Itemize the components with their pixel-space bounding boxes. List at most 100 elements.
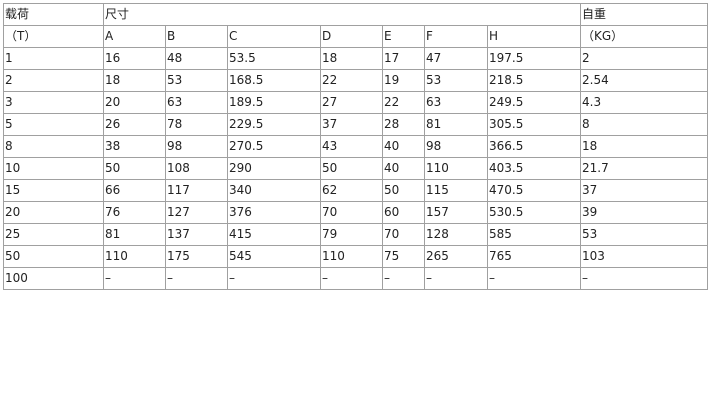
- table-cell: 18: [320, 47, 383, 70]
- table-cell: –: [320, 267, 383, 290]
- table-cell: 19: [382, 69, 425, 92]
- table-cell: 76: [103, 201, 166, 224]
- table-cell: –: [165, 267, 228, 290]
- table-cell: 25: [3, 223, 104, 246]
- table-cell: 50: [320, 157, 383, 180]
- table-cell: 20: [103, 91, 166, 114]
- table-cell: 70: [320, 201, 383, 224]
- table-cell: 81: [424, 113, 488, 136]
- table-cell: 249.5: [487, 91, 581, 114]
- table-cell: 470.5: [487, 179, 581, 202]
- header-row: 载荷 尺寸 自重: [3, 3, 708, 26]
- table-cell: 8: [580, 113, 708, 136]
- table-cell: 290: [227, 157, 321, 180]
- table-cell: 218.5: [487, 69, 581, 92]
- table-cell: 63: [424, 91, 488, 114]
- table-cell: 305.5: [487, 113, 581, 136]
- table-cell: 765: [487, 245, 581, 268]
- table-cell: 40: [382, 157, 425, 180]
- header-load: 载荷: [3, 3, 104, 26]
- subheader-row: （T） A B C D E F H （KG）: [3, 25, 708, 48]
- table-cell: 81: [103, 223, 166, 246]
- table-cell: 8: [3, 135, 104, 158]
- table-cell: 26: [103, 113, 166, 136]
- table-cell: 70: [382, 223, 425, 246]
- table-cell: 2: [3, 69, 104, 92]
- table-cell: 127: [165, 201, 228, 224]
- table-cell: 137: [165, 223, 228, 246]
- table-cell: 37: [320, 113, 383, 136]
- table-cell: 16: [103, 47, 166, 70]
- table-cell: –: [424, 267, 488, 290]
- table-cell: –: [487, 267, 581, 290]
- table-cell: 60: [382, 201, 425, 224]
- table-cell: 415: [227, 223, 321, 246]
- table-cell: 110: [424, 157, 488, 180]
- table-cell: 229.5: [227, 113, 321, 136]
- table-row: 2 18 53 168.5 22 19 53 218.5 2.54: [3, 69, 708, 92]
- table-cell: 50: [382, 179, 425, 202]
- table-row: 5 26 78 229.5 37 28 81 305.5 8: [3, 113, 708, 136]
- table-cell: 18: [103, 69, 166, 92]
- table-cell: –: [580, 267, 708, 290]
- table-cell: 38: [103, 135, 166, 158]
- table-cell: 10: [3, 157, 104, 180]
- table-cell: 50: [3, 245, 104, 268]
- table-cell: 62: [320, 179, 383, 202]
- column-header: （KG）: [580, 25, 708, 48]
- table-cell: 98: [165, 135, 228, 158]
- table-row: 20 76 127 376 70 60 157 530.5 39: [3, 201, 708, 224]
- table-row: 10 50 108 290 50 40 110 403.5 21.7: [3, 157, 708, 180]
- table-cell: 43: [320, 135, 383, 158]
- table-row: 1 16 48 53.5 18 17 47 197.5 2: [3, 47, 708, 70]
- table-cell: 100: [3, 267, 104, 290]
- table-cell: 39: [580, 201, 708, 224]
- table-cell: 376: [227, 201, 321, 224]
- column-header: F: [424, 25, 488, 48]
- table-cell: 53: [424, 69, 488, 92]
- table-row: 15 66 117 340 62 50 115 470.5 37: [3, 179, 708, 202]
- table-cell: –: [103, 267, 166, 290]
- table-cell: 128: [424, 223, 488, 246]
- table-cell: 2.54: [580, 69, 708, 92]
- table-cell: 27: [320, 91, 383, 114]
- table-cell: 197.5: [487, 47, 581, 70]
- specification-table: 载荷 尺寸 自重 （T） A B C D E F H （KG） 1 16 48 53.5 18 17 47 1…: [3, 3, 708, 290]
- table-cell: 585: [487, 223, 581, 246]
- table-row: 8 38 98 270.5 43 40 98 366.5 18: [3, 135, 708, 158]
- table-cell: 340: [227, 179, 321, 202]
- table-row: 25 81 137 415 79 70 128 585 53: [3, 223, 708, 246]
- table-cell: 1: [3, 47, 104, 70]
- table-cell: 5: [3, 113, 104, 136]
- table-cell: 66: [103, 179, 166, 202]
- table-cell: 28: [382, 113, 425, 136]
- table-cell: 117: [165, 179, 228, 202]
- table-cell: 40: [382, 135, 425, 158]
- table-cell: 98: [424, 135, 488, 158]
- table-row: 50 110 175 545 110 75 265 765 103: [3, 245, 708, 268]
- table-cell: 110: [103, 245, 166, 268]
- table-cell: 403.5: [487, 157, 581, 180]
- table-cell: 78: [165, 113, 228, 136]
- table-cell: 63: [165, 91, 228, 114]
- header-dimensions: 尺寸: [103, 3, 581, 26]
- table-cell: 79: [320, 223, 383, 246]
- table-cell: 110: [320, 245, 383, 268]
- table-cell: –: [382, 267, 425, 290]
- table-cell: 168.5: [227, 69, 321, 92]
- table-cell: 53: [580, 223, 708, 246]
- column-header: H: [487, 25, 581, 48]
- column-header: C: [227, 25, 321, 48]
- table-cell: 37: [580, 179, 708, 202]
- table-cell: 530.5: [487, 201, 581, 224]
- table-cell: 48: [165, 47, 228, 70]
- table-cell: 270.5: [227, 135, 321, 158]
- table-cell: 15: [3, 179, 104, 202]
- header-weight: 自重: [580, 3, 708, 26]
- table-cell: 53: [165, 69, 228, 92]
- table-cell: 75: [382, 245, 425, 268]
- table-cell: 157: [424, 201, 488, 224]
- table-cell: 18: [580, 135, 708, 158]
- table-cell: 2: [580, 47, 708, 70]
- table-cell: 22: [382, 91, 425, 114]
